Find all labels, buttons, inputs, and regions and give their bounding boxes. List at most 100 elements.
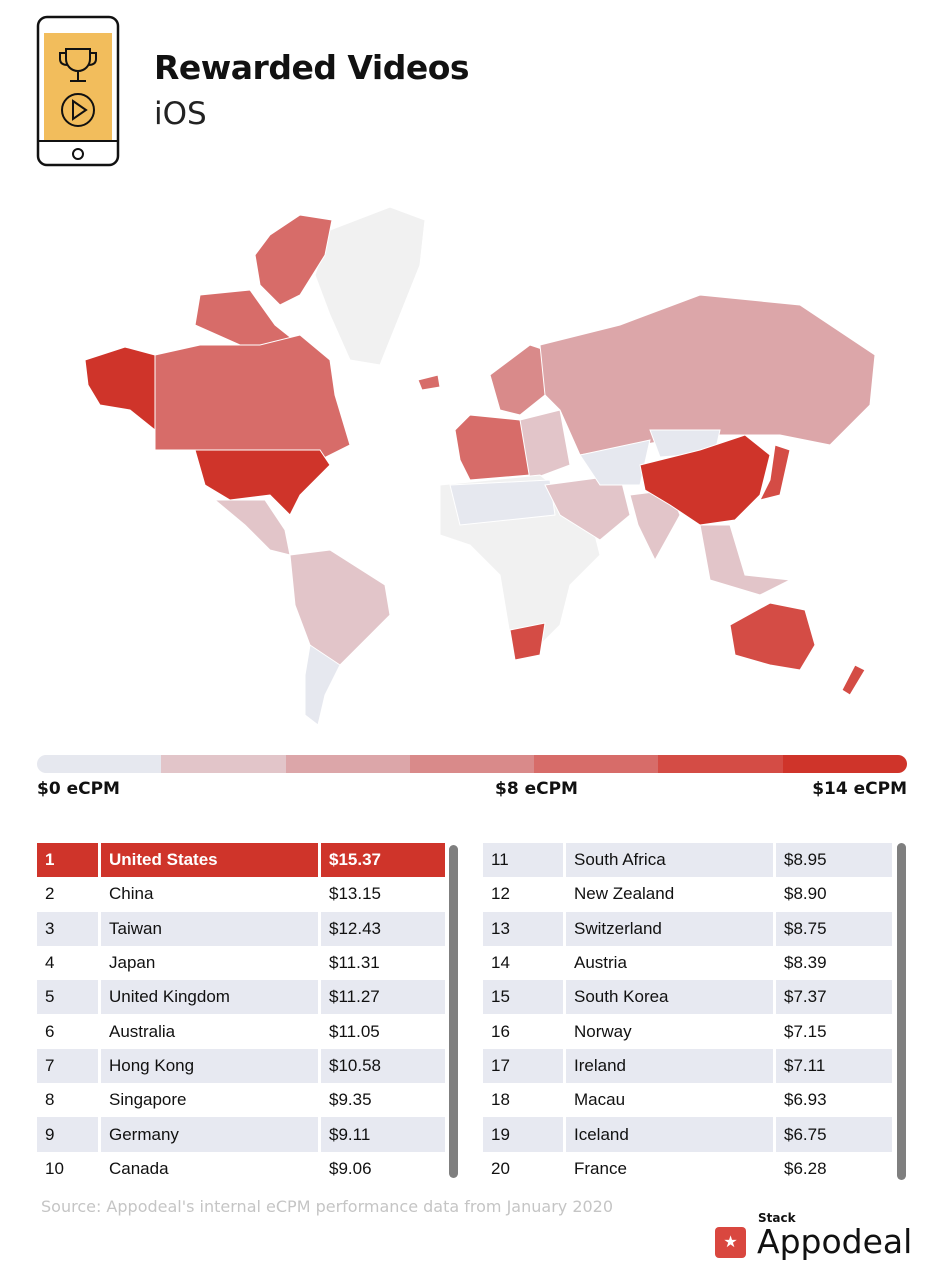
legend-swatch [658, 755, 783, 773]
table-row: 10 Canada $9.06 [37, 1152, 445, 1186]
cell-country: Canada [109, 1158, 169, 1178]
cell-country: New Zealand [574, 884, 675, 904]
map-iceland [417, 374, 441, 391]
map-north-africa [449, 479, 556, 526]
legend-swatch [161, 755, 286, 773]
cell-rank: 7 [37, 1048, 98, 1084]
cell-value: $10.58 [321, 1048, 445, 1084]
table-row: 20 France $6.28 [483, 1152, 892, 1186]
cell-country: South Korea [566, 980, 773, 1015]
cell-value: $7.11 [776, 1048, 892, 1084]
cell-country: Australia [109, 1021, 176, 1041]
legend-swatch [37, 755, 162, 773]
map-mexico [213, 499, 291, 556]
table-row: 11 South Africa $8.95 [483, 843, 892, 878]
ranking-table-right: 11 South Africa $8.95 12 New Zealand $8.90 13 S… [480, 843, 895, 1186]
table-row: 12 New Zealand $8.90 [483, 877, 892, 911]
map-new-zealand [841, 664, 866, 696]
cell-country: Austria [574, 953, 627, 973]
cell-rank: 5 [37, 980, 98, 1015]
scrollbar-right[interactable] [897, 843, 906, 1180]
map-greenland [314, 206, 426, 366]
table-row: 3 Taiwan $12.43 [37, 911, 445, 946]
table-row: 19 Iceland $6.75 [483, 1117, 892, 1152]
cell-country: Japan [109, 953, 156, 973]
map-alaska [84, 346, 156, 432]
table-row: 9 Germany $9.11 [37, 1117, 445, 1152]
cell-rank: 9 [37, 1117, 98, 1152]
table-row: 17 Ireland $7.11 [483, 1048, 892, 1084]
table-row: 4 Japan $11.31 [37, 946, 445, 980]
ranking-table-left: 1 United States $15.37 2 China $13.15 3 Taiwan $… [34, 843, 448, 1186]
legend-swatch [534, 755, 659, 773]
cell-value: $15.37 [321, 843, 445, 878]
cell-value: $7.37 [776, 980, 892, 1015]
legend-min-label: $0 eCPM [37, 779, 120, 799]
table-row: 15 South Korea $7.37 [483, 980, 892, 1015]
cell-rank: 20 [491, 1158, 510, 1178]
map-south-africa [509, 622, 546, 661]
world-map [84, 206, 876, 726]
cell-value: $11.27 [321, 980, 445, 1015]
cell-rank: 6 [45, 1021, 55, 1041]
cell-country: United Kingdom [101, 980, 318, 1015]
cell-country: France [574, 1158, 627, 1178]
cell-rank: 16 [491, 1021, 510, 1041]
cell-rank: 13 [483, 911, 563, 946]
cell-country: Hong Kong [101, 1048, 318, 1084]
legend-swatch [782, 755, 907, 773]
table-row: 14 Austria $8.39 [483, 946, 892, 980]
legend-swatch [285, 755, 410, 773]
cell-value: $9.06 [329, 1158, 372, 1178]
scrollbar-left[interactable] [449, 845, 458, 1178]
cell-country: South Africa [566, 843, 773, 878]
map-central-asia [579, 439, 651, 486]
logo-stack-text: Stack [758, 1211, 796, 1225]
table-row: 5 United Kingdom $11.27 [37, 980, 445, 1015]
cell-value: $8.39 [784, 953, 827, 973]
map-canada [154, 334, 351, 461]
table-row: 16 Norway $7.15 [483, 1014, 892, 1048]
cell-rank: 14 [491, 953, 510, 973]
cell-country: United States [101, 843, 318, 878]
legend-swatch [409, 755, 535, 773]
cell-rank: 18 [491, 1090, 510, 1110]
cell-value: $11.05 [329, 1021, 380, 1041]
legend-mid-label: $8 eCPM [495, 779, 578, 799]
map-china [639, 434, 771, 526]
cell-country: Iceland [566, 1117, 773, 1152]
cell-rank: 3 [37, 911, 98, 946]
cell-value: $9.35 [329, 1090, 372, 1110]
cell-value: $12.43 [321, 911, 445, 946]
cell-value: $6.28 [784, 1158, 827, 1178]
page-subtitle: iOS [154, 96, 207, 132]
cell-country: Macau [574, 1090, 626, 1110]
table-row: 1 United States $15.37 [37, 843, 445, 878]
page-title: Rewarded Videos [154, 48, 470, 87]
source-note: Source: Appodeal's internal eCPM perform… [41, 1197, 614, 1216]
map-usa [194, 449, 331, 516]
cell-rank: 12 [491, 884, 510, 904]
cell-rank: 2 [45, 884, 55, 904]
cell-value: $8.95 [776, 843, 892, 878]
cell-rank: 10 [45, 1158, 64, 1178]
cell-value: $9.11 [321, 1117, 445, 1152]
cell-rank: 4 [45, 953, 55, 973]
cell-country: Germany [101, 1117, 318, 1152]
table-row: 13 Switzerland $8.75 [483, 911, 892, 946]
phone-trophy-play-icon [36, 15, 120, 167]
cell-value: $6.75 [776, 1117, 892, 1152]
cell-country: Norway [574, 1021, 632, 1041]
table-row: 18 Macau $6.93 [483, 1083, 892, 1117]
cell-rank: 19 [483, 1117, 563, 1152]
cell-country: Ireland [566, 1048, 773, 1084]
map-southern-cone [304, 644, 341, 726]
cell-value: $6.93 [784, 1090, 827, 1110]
color-scale-legend [37, 755, 907, 773]
cell-country: Taiwan [101, 911, 318, 946]
map-canada-islands [194, 214, 333, 346]
logo-appodeal-text: Appodeal [757, 1222, 913, 1261]
cell-value: $8.90 [784, 884, 827, 904]
cell-country: China [109, 884, 154, 904]
table-row: 8 Singapore $9.35 [37, 1083, 445, 1117]
